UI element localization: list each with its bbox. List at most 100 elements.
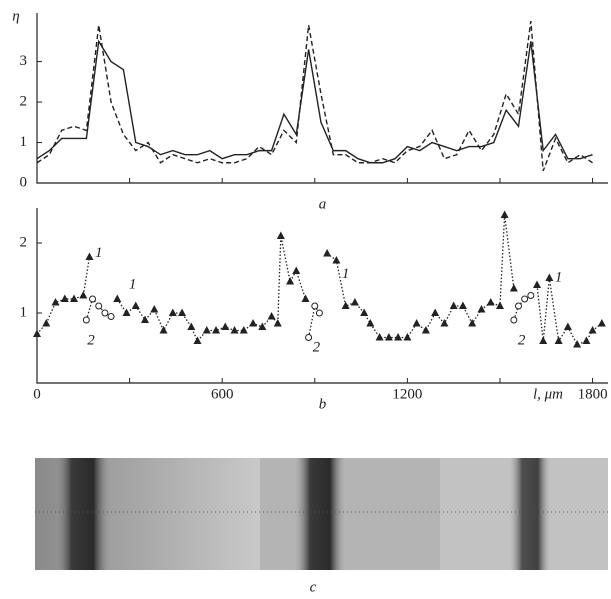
curve-label: 1 — [555, 269, 563, 285]
triangle-marker — [486, 298, 495, 306]
triangle-marker — [79, 291, 88, 299]
triangle-marker — [533, 280, 542, 288]
triangle-marker — [332, 256, 341, 264]
triangle-marker — [42, 319, 51, 327]
triangle-marker — [394, 333, 403, 341]
triangle-marker — [178, 308, 187, 316]
triangle-marker — [554, 336, 563, 344]
triangle-marker — [468, 319, 477, 327]
x-tick-label: 1200 — [392, 386, 422, 402]
x-axis-label: l, μm — [533, 386, 563, 402]
curve-label: 2 — [518, 332, 526, 348]
triangle-marker — [458, 301, 467, 309]
triangle-marker — [33, 329, 41, 337]
circle-marker — [82, 316, 90, 324]
triangle-marker — [350, 298, 359, 306]
triangle-marker — [366, 319, 375, 327]
series-line — [36, 21, 593, 172]
panel-caption: a — [319, 196, 327, 212]
y-tick-label: 3 — [20, 53, 28, 69]
series-line — [36, 39, 593, 164]
triangle-marker — [384, 333, 393, 341]
triangle-marker — [60, 294, 69, 302]
triangle-marker — [276, 231, 285, 239]
triangle-marker — [249, 319, 258, 327]
triangle-marker — [449, 301, 458, 309]
triangle-marker — [495, 301, 504, 309]
triangle-marker — [230, 326, 239, 334]
triangle-marker — [221, 322, 230, 330]
triangle-marker — [131, 301, 140, 309]
triangle-marker — [51, 298, 60, 306]
triangle-marker — [421, 326, 430, 334]
y-tick-label: 1 — [20, 304, 28, 320]
circle-marker — [514, 302, 522, 310]
y-tick-label: 2 — [20, 93, 28, 109]
triangle-marker — [500, 210, 509, 218]
triangle-marker — [403, 333, 412, 341]
triangle-marker — [150, 305, 159, 313]
triangle-marker — [292, 266, 301, 274]
circle-marker — [101, 309, 109, 317]
y-tick-label: 2 — [20, 234, 28, 250]
triangle-marker — [141, 315, 150, 323]
triangle-marker — [597, 319, 606, 327]
triangle-marker — [545, 273, 554, 281]
triangle-marker — [168, 308, 177, 316]
circle-marker — [107, 313, 115, 320]
triangle-marker — [440, 319, 449, 327]
triangle-marker — [70, 294, 79, 302]
x-tick-label: 600 — [211, 386, 234, 402]
panel-caption: b — [319, 396, 327, 412]
triangle-marker — [239, 326, 248, 334]
triangle-marker — [341, 301, 350, 309]
circle-marker — [311, 302, 319, 310]
curve-label: 2 — [313, 339, 321, 355]
triangle-marker — [212, 326, 221, 334]
circle-marker — [95, 302, 103, 310]
triangle-marker — [159, 326, 168, 334]
triangle-marker — [412, 319, 421, 327]
triangle-marker — [273, 319, 282, 327]
triangle-marker — [509, 284, 518, 292]
triangle-marker — [588, 326, 597, 334]
circle-marker — [510, 316, 518, 324]
triangle-marker — [267, 312, 276, 320]
triangle-marker — [286, 277, 295, 285]
curve-label: 1 — [342, 266, 350, 282]
curve-label: 2 — [87, 332, 95, 348]
triangle-marker — [539, 336, 548, 344]
photo-caption: c — [310, 579, 317, 595]
curve-label: 1 — [129, 276, 137, 292]
axis-frame — [36, 208, 608, 384]
series-line — [36, 214, 603, 346]
circle-marker — [315, 309, 323, 317]
triangle-marker — [375, 333, 384, 341]
triangle-marker — [431, 308, 440, 316]
circle-marker — [89, 295, 97, 303]
curve-label: 1 — [95, 245, 103, 261]
circle-marker — [521, 295, 529, 303]
x-tick-label: 0 — [33, 386, 41, 402]
triangle-marker — [573, 340, 582, 348]
circle-marker — [527, 292, 535, 299]
triangle-marker — [113, 294, 122, 302]
triangle-marker — [477, 305, 486, 313]
triangle-marker — [202, 326, 211, 334]
triangle-marker — [85, 252, 94, 260]
circle-marker — [305, 334, 313, 341]
photo — [35, 458, 608, 570]
triangle-marker — [582, 336, 591, 344]
triangle-marker — [187, 322, 196, 330]
triangle-marker — [301, 294, 310, 302]
y-axis-label: η — [12, 8, 19, 24]
y-tick-label: 0 — [20, 174, 28, 190]
triangle-marker — [193, 336, 202, 344]
triangle-marker — [323, 249, 332, 257]
y-tick-label: 1 — [20, 134, 28, 150]
triangle-marker — [258, 322, 267, 330]
triangle-marker — [563, 322, 572, 330]
triangle-marker — [360, 308, 369, 316]
triangle-marker — [122, 308, 131, 316]
